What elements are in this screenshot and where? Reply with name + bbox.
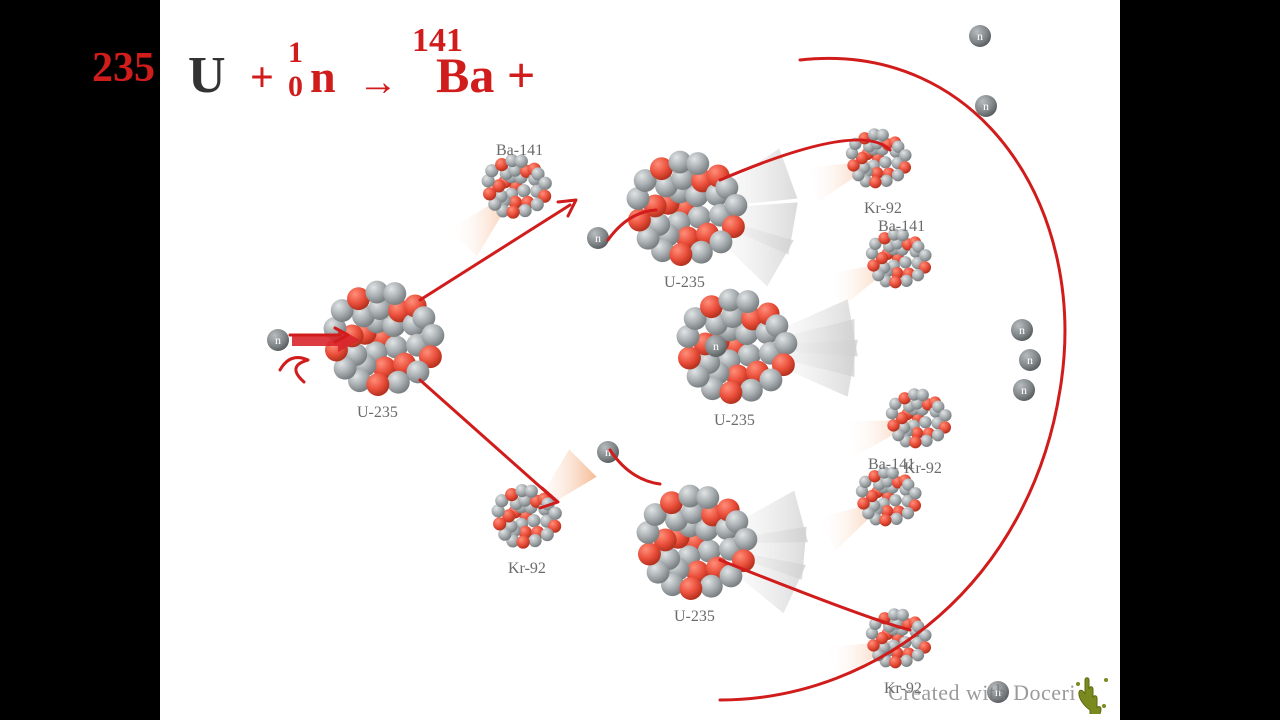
svg-text:n: n xyxy=(1021,383,1027,397)
hand-eq-Ba: Ba + xyxy=(436,46,535,104)
hand-eq-1: 1 xyxy=(288,36,303,70)
free-neutron: n xyxy=(975,95,997,117)
free-neutron: n xyxy=(1011,319,1033,341)
hand-icon xyxy=(1070,670,1114,714)
nucleus-label: Kr-92 xyxy=(508,560,546,578)
nucleus-cluster xyxy=(846,128,912,188)
hand-eq-U: U xyxy=(188,46,226,105)
nucleus-cluster xyxy=(866,228,932,288)
hand-eq-0: 0 xyxy=(288,70,303,104)
hand-eq-235: 235 xyxy=(92,44,155,92)
nucleus-label: Ba-141 xyxy=(496,142,543,160)
fission-diagram: nnnnnnnnnn xyxy=(160,0,1120,720)
svg-text:n: n xyxy=(977,29,983,43)
nucleus-label: Ba-141 xyxy=(868,456,915,474)
svg-text:n: n xyxy=(595,231,601,245)
slide-canvas: nnnnnnnnnn 235 U + 1 0 n → 141 Ba + U-23… xyxy=(160,0,1120,720)
svg-text:n: n xyxy=(713,339,719,353)
nucleus-cluster xyxy=(627,151,748,266)
hand-stroke xyxy=(280,358,308,382)
nucleus-label: U-235 xyxy=(714,412,755,430)
hand-eq-plus: + xyxy=(250,54,274,102)
nucleus-cluster xyxy=(637,485,758,600)
free-neutron: n xyxy=(587,227,609,249)
free-neutron: n xyxy=(969,25,991,47)
hand-eq-n: n xyxy=(310,50,336,103)
hand-eq-arrow: → xyxy=(358,58,398,105)
svg-text:n: n xyxy=(275,333,281,347)
svg-text:n: n xyxy=(1027,353,1033,367)
free-neutron: n xyxy=(705,335,727,357)
nucleus-cluster xyxy=(677,289,798,404)
nucleus-label: U-235 xyxy=(674,608,715,626)
doceri-watermark: Created with Doceri xyxy=(888,680,1076,706)
nucleus-label: Ba-141 xyxy=(878,218,925,236)
svg-text:n: n xyxy=(1019,323,1025,337)
nucleus-label: U-235 xyxy=(664,274,705,292)
svg-text:n: n xyxy=(983,99,989,113)
nucleus-label: U-235 xyxy=(357,404,398,422)
free-neutron: n xyxy=(1013,379,1035,401)
free-neutron: n xyxy=(1019,349,1041,371)
nucleus-cluster xyxy=(482,154,552,219)
nucleus-label: Kr-92 xyxy=(864,200,902,218)
nucleus-cluster xyxy=(886,388,952,448)
free-neutron: n xyxy=(267,329,289,351)
